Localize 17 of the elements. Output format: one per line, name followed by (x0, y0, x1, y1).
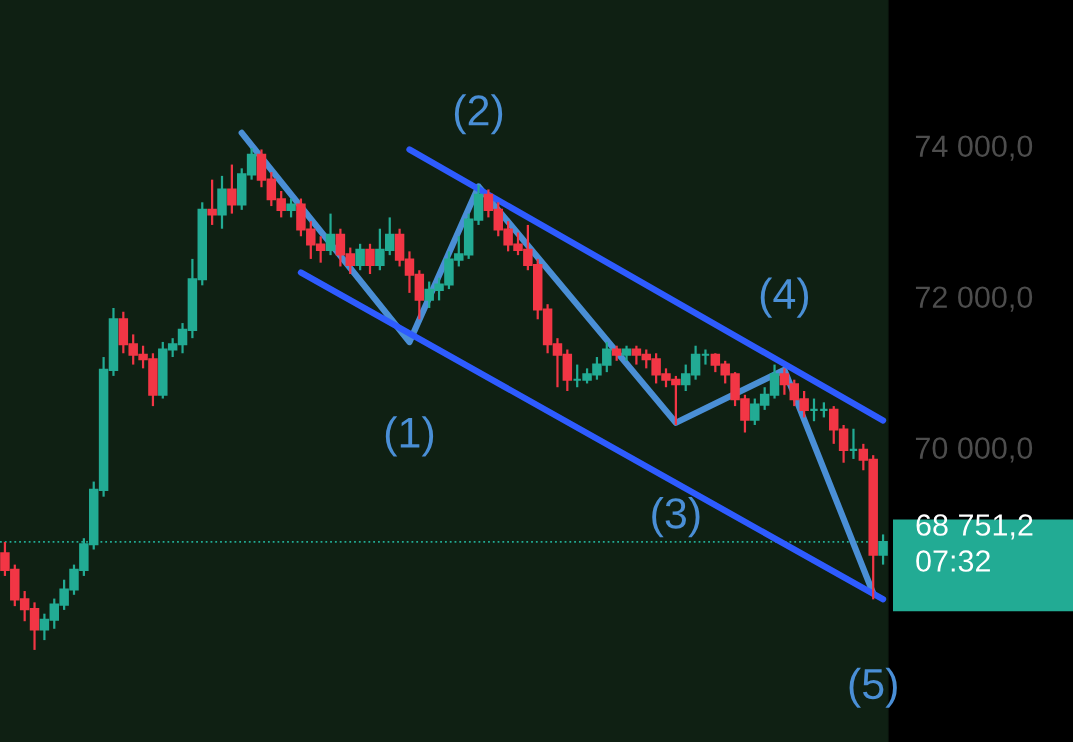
annotation: (3) (652, 497, 700, 538)
candlestick (355, 242, 365, 272)
candlestick (227, 163, 237, 215)
candlestick (365, 242, 375, 276)
text: 07:32 (916, 550, 990, 572)
candlestick (325, 212, 336, 257)
candlestick (878, 533, 888, 566)
annotation: (2) (454, 94, 503, 135)
annotation: (1) (385, 416, 434, 457)
ref-line-label: 68 751,2 (916, 514, 1033, 540)
annotation: (5) (849, 667, 897, 708)
y-tick-label: 70 000,0 (915, 437, 1033, 463)
candlestick (286, 197, 296, 219)
y-tick-label: 72 000,0 (915, 286, 1033, 312)
annotation: (4) (760, 277, 809, 318)
candlestick (207, 178, 217, 227)
y-tick-label: 74 000,0 (915, 135, 1033, 161)
